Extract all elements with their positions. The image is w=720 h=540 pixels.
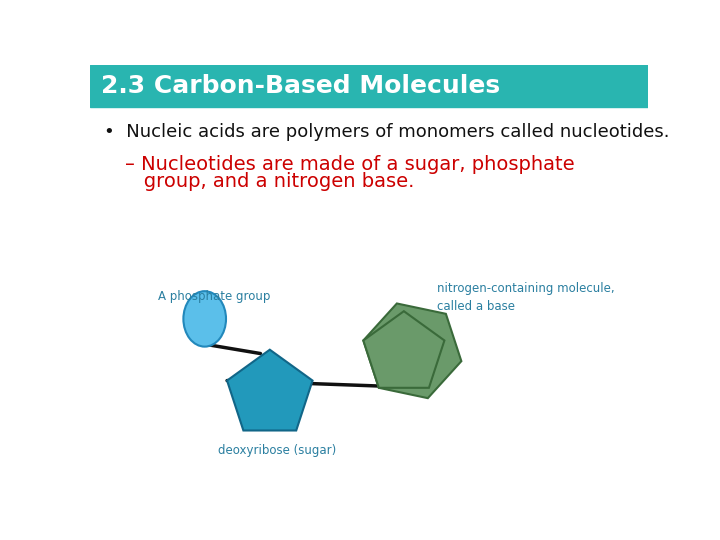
Text: nitrogen-containing molecule,
called a base: nitrogen-containing molecule, called a b… [437,282,615,313]
Text: deoxyribose (sugar): deoxyribose (sugar) [218,444,336,457]
Bar [90,107,648,481]
Ellipse shape [184,291,226,347]
Text: group, and a nitrogen base.: group, and a nitrogen base. [125,172,414,191]
Polygon shape [364,303,462,398]
Polygon shape [227,350,312,430]
Text: – Nucleotides are made of a sugar, phosphate: – Nucleotides are made of a sugar, phosp… [125,155,575,174]
Bar [90,65,648,107]
Text: •  Nucleic acids are polymers of monomers called nucleotides.: • Nucleic acids are polymers of monomers… [104,123,670,140]
Text: 2.3 Carbon-Based Molecules: 2.3 Carbon-Based Molecules [101,74,500,98]
Text: A phosphate group: A phosphate group [158,289,271,302]
Polygon shape [364,311,444,388]
